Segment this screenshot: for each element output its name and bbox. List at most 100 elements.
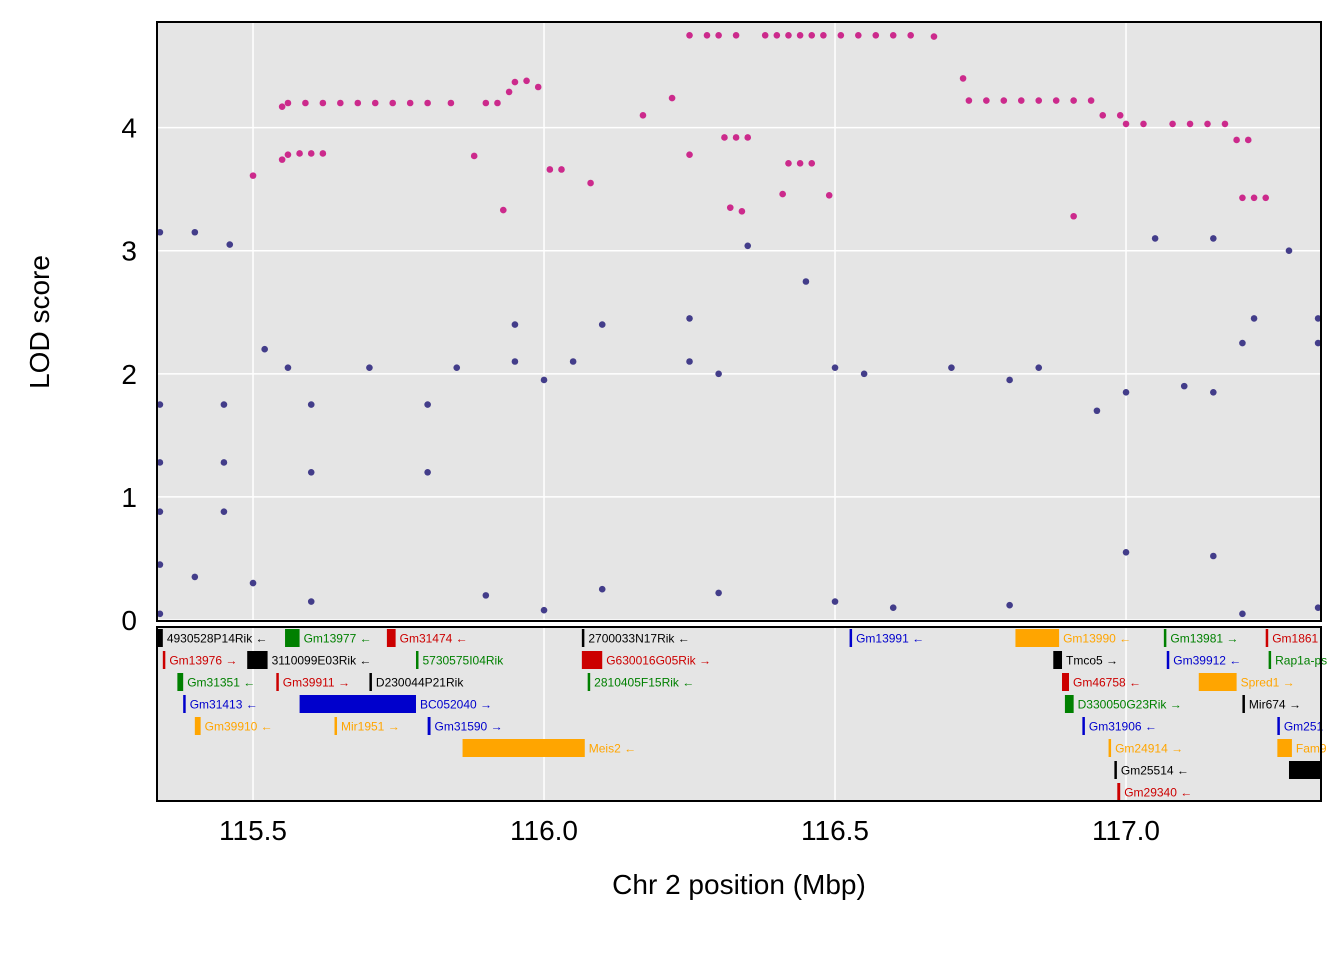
gene-block bbox=[1166, 651, 1170, 669]
lod-point bbox=[1006, 376, 1013, 384]
gene-label: Gm39911 → bbox=[283, 676, 350, 690]
lod-point bbox=[1093, 407, 1101, 415]
gene-label: Gm39910 ← bbox=[205, 720, 273, 734]
gene-direction-arrow: ← bbox=[1126, 676, 1141, 690]
lod-point bbox=[802, 278, 810, 285]
gene-label: Gm31413 ← bbox=[190, 698, 258, 712]
lod-point bbox=[1239, 610, 1246, 618]
gene-direction-arrow: → bbox=[1103, 654, 1118, 668]
lod-point bbox=[744, 242, 752, 250]
gene-block bbox=[1053, 651, 1063, 669]
lod-point bbox=[1122, 548, 1130, 556]
lod-point bbox=[983, 97, 990, 104]
lod-point bbox=[1151, 235, 1159, 242]
gene-direction-arrow: ← bbox=[1142, 720, 1157, 734]
gene-block bbox=[1108, 739, 1112, 757]
lod-point bbox=[284, 151, 292, 159]
gene-label: Gm25514 ← bbox=[1121, 764, 1189, 778]
lod-point bbox=[1000, 97, 1008, 104]
lod-point bbox=[523, 77, 530, 85]
gene-direction-arrow: ← bbox=[356, 654, 371, 668]
gene-block bbox=[162, 651, 166, 669]
lod-point bbox=[889, 604, 897, 611]
lod-point bbox=[156, 561, 164, 568]
gene-block bbox=[247, 651, 268, 669]
lod-point bbox=[1116, 112, 1124, 119]
gene-label: 5730575I04Rik bbox=[422, 654, 504, 668]
lod-point bbox=[726, 204, 734, 211]
gene-label: Gm46758 ← bbox=[1073, 676, 1141, 690]
lod-point bbox=[703, 32, 711, 39]
gene-direction-arrow: ← bbox=[1177, 786, 1192, 800]
lod-point bbox=[278, 103, 286, 111]
lod-point bbox=[307, 598, 315, 605]
lod-point bbox=[278, 156, 286, 163]
gene-block bbox=[334, 717, 338, 735]
gene-label: Gm1861 bbox=[1272, 632, 1318, 646]
gene-label: 3110099E03Rik ← bbox=[272, 654, 372, 668]
lod-point bbox=[1087, 97, 1095, 104]
lod-point bbox=[959, 75, 967, 82]
gene-block bbox=[177, 673, 184, 691]
gene-direction-arrow: ← bbox=[356, 632, 371, 646]
lod-point bbox=[389, 99, 397, 107]
gene-direction-arrow: ← bbox=[1174, 764, 1189, 778]
gene-block bbox=[194, 717, 201, 735]
lod-point bbox=[1239, 194, 1246, 202]
gene-label: 4930528P14Rik ← bbox=[167, 632, 268, 646]
gene-block bbox=[1277, 739, 1292, 757]
lod-point bbox=[296, 150, 303, 157]
plot-panel bbox=[157, 22, 1321, 621]
lod-point bbox=[1122, 120, 1130, 128]
lod-point bbox=[220, 459, 228, 466]
gene-direction-arrow: → bbox=[1223, 632, 1238, 646]
lod-point bbox=[546, 166, 554, 173]
lod-point bbox=[1250, 315, 1258, 322]
lod-point bbox=[761, 32, 769, 39]
gene-block bbox=[285, 629, 300, 647]
lod-point bbox=[534, 83, 542, 91]
lod-point bbox=[738, 208, 746, 215]
lod-point bbox=[191, 228, 199, 236]
lod-point bbox=[1186, 120, 1194, 128]
lod-point bbox=[808, 32, 816, 39]
lod-point bbox=[872, 32, 880, 39]
gene-label: Gm31474 ← bbox=[400, 632, 468, 646]
lod-point bbox=[1035, 97, 1043, 104]
lod-point bbox=[249, 579, 257, 587]
lod-point bbox=[1122, 388, 1130, 396]
lod-point bbox=[499, 206, 507, 214]
lod-point bbox=[482, 592, 490, 599]
gene-label: Gm31351 ← bbox=[187, 676, 255, 690]
gene-label: Gm31590 → bbox=[435, 720, 503, 734]
lod-point bbox=[1210, 552, 1217, 560]
lod-point bbox=[639, 112, 647, 119]
lod-point bbox=[307, 150, 315, 157]
gene-label: BC052040 → bbox=[420, 698, 492, 712]
lod-point bbox=[424, 468, 431, 476]
gene-label: Gm29340 ← bbox=[1124, 786, 1192, 800]
lod-point bbox=[796, 160, 804, 167]
gene-block bbox=[1265, 629, 1269, 647]
x-tick-label: 115.5 bbox=[219, 815, 287, 846]
lod-point bbox=[511, 321, 519, 328]
gene-label: Gm39912 ← bbox=[1173, 654, 1241, 668]
gene-label: Gm251 bbox=[1284, 720, 1324, 734]
lod-point bbox=[715, 370, 722, 378]
lod-point bbox=[1244, 136, 1252, 144]
gene-block bbox=[1163, 629, 1167, 647]
lod-point bbox=[511, 78, 519, 86]
gene-block bbox=[462, 739, 585, 757]
gene-block bbox=[1114, 761, 1117, 779]
gene-label: Mir1951 → bbox=[341, 720, 400, 734]
lod-point bbox=[284, 364, 292, 371]
y-tick-label: 0 bbox=[121, 605, 137, 636]
lod-point bbox=[1314, 604, 1322, 611]
plot-border bbox=[156, 21, 1322, 622]
gene-direction-arrow: ← bbox=[909, 632, 924, 646]
lod-point bbox=[307, 401, 315, 408]
gene-block bbox=[158, 629, 163, 647]
lod-point bbox=[1314, 315, 1322, 322]
lod-point bbox=[453, 364, 461, 371]
lod-point bbox=[732, 134, 740, 141]
